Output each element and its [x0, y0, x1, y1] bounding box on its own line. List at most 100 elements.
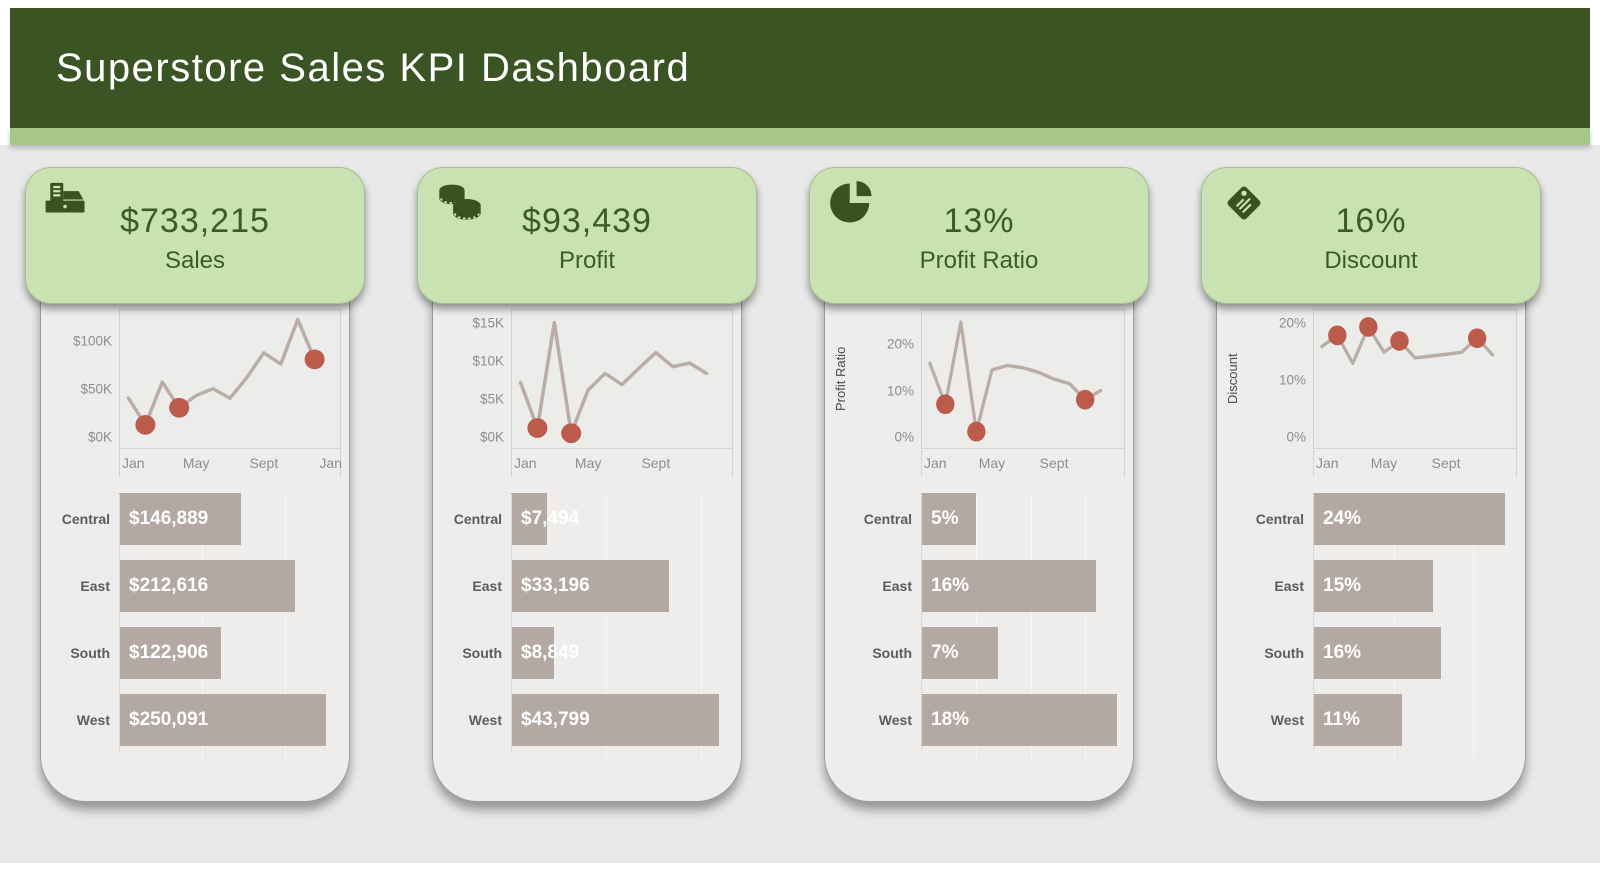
region-bar[interactable]: 11% [1314, 694, 1402, 746]
tag-icon [1218, 180, 1270, 226]
region-bar-row: South 16% [1264, 627, 1517, 679]
trend-line-chart: Profit Ratio 0% 10% 20% Jan May Sept [833, 309, 1125, 477]
region-label: South [462, 645, 502, 661]
region-bar[interactable]: $146,889 [120, 493, 242, 545]
bar-value-label: 11% [1323, 709, 1360, 730]
highlight-dot[interactable] [936, 394, 955, 415]
highlight-dot[interactable] [967, 421, 986, 442]
highlight-dot[interactable] [1359, 317, 1378, 337]
highlight-dot[interactable] [1390, 331, 1409, 351]
region-bar[interactable]: 24% [1314, 493, 1506, 545]
x-tick-label: Sept [249, 455, 279, 471]
kpi-header[interactable]: $93,439 Profit [417, 167, 757, 304]
x-tick-label: Sept [1039, 455, 1069, 471]
gridline [1393, 493, 1395, 759]
dashboard-header: Superstore Sales KPI Dashboard [10, 8, 1590, 128]
region-bar[interactable]: 18% [922, 694, 1118, 746]
y-tick-label: 0% [894, 429, 914, 445]
highlight-dot[interactable] [169, 397, 190, 418]
highlight-dot[interactable] [304, 349, 325, 370]
region-bar[interactable]: $33,196 [512, 560, 669, 612]
region-bar[interactable]: 16% [1314, 627, 1442, 679]
kpi-card-body: Discount 0% 10% 20% Jan May Sept Central 24% E… [1216, 294, 1526, 802]
region-bar[interactable]: $7,494 [512, 493, 579, 545]
region-bar-chart: Central $146,889 East $212,616 South $122,906… [62, 493, 341, 759]
region-label: East [1274, 578, 1304, 594]
region-bar[interactable]: $212,616 [120, 560, 296, 612]
kpi-card-body: $0K $50K $100K Jan May Sept Jan Central $146,8… [40, 294, 350, 802]
kpi-card: $93,439 Profit $0K $5K $10K $15K Jan May Sept… [417, 167, 757, 863]
region-bar-row: East $33,196 [472, 560, 733, 612]
x-tick-label: May [182, 455, 210, 471]
bar-value-label: 7% [931, 642, 959, 663]
line-plot[interactable] [921, 309, 1125, 449]
kpi-header[interactable]: $733,215 Sales [25, 167, 365, 304]
line-plot[interactable] [511, 309, 733, 449]
trend-line-chart: $0K $5K $10K $15K Jan May Sept [441, 309, 733, 477]
region-label: Central [1255, 511, 1304, 527]
bar-value-label: $8,849 [521, 642, 580, 663]
bar-gridlines [1314, 493, 1517, 759]
kpi-card-body: Profit Ratio 0% 10% 20% Jan May Sept Central… [824, 294, 1134, 802]
y-tick-label: 10% [886, 383, 914, 399]
region-label: South [70, 645, 110, 661]
line-plot[interactable] [119, 309, 341, 449]
highlight-dot[interactable] [135, 414, 156, 435]
bar-value-label: 5% [931, 508, 959, 529]
bar-value-label: $33,196 [521, 575, 590, 596]
region-bar[interactable]: $8,849 [512, 627, 579, 679]
region-bar-row: South $122,906 [70, 627, 341, 679]
region-bar-row: South $8,849 [462, 627, 733, 679]
region-bar-row: South 7% [872, 627, 1125, 679]
region-label: South [1264, 645, 1304, 661]
y-tick-label: $15K [472, 315, 504, 331]
region-bar-row: Central $7,494 [454, 493, 733, 545]
region-label: West [468, 712, 502, 728]
y-tick-label: $100K [72, 333, 112, 349]
region-bar[interactable]: $122,906 [120, 627, 222, 679]
bar-gridlines [120, 493, 341, 759]
region-bar-row: East $212,616 [80, 560, 341, 612]
y-tick-label: 10% [1278, 372, 1306, 388]
kpi-header[interactable]: 16% Discount [1201, 167, 1541, 304]
kpi-card: 16% Discount Discount 0% 10% 20% Jan May Sep… [1201, 167, 1541, 863]
highlight-dot[interactable] [1328, 325, 1347, 346]
region-bar[interactable]: 5% [922, 493, 977, 545]
region-label: Central [61, 511, 110, 527]
region-bar[interactable]: 7% [922, 627, 998, 679]
kpi-value: 16% [1335, 202, 1407, 240]
trend-line [928, 320, 1103, 434]
highlight-dot[interactable] [527, 418, 548, 438]
gridline [1030, 493, 1032, 759]
region-bar[interactable]: 15% [1314, 560, 1434, 612]
region-bar-row: Central 5% [864, 493, 1125, 545]
bar-gridlines [922, 493, 1125, 759]
region-bar[interactable]: $250,091 [120, 694, 327, 746]
highlight-dot[interactable] [561, 423, 582, 444]
region-bar-row: Central 24% [1256, 493, 1517, 545]
region-label: West [1270, 712, 1304, 728]
y-tick-label: $50K [80, 381, 112, 397]
kpi-header[interactable]: 13% Profit Ratio [809, 167, 1149, 304]
region-bar[interactable]: $43,799 [512, 694, 719, 746]
highlight-dot[interactable] [1075, 389, 1095, 410]
x-axis-ticks: Jan May Sept [1313, 449, 1517, 477]
trend-line [518, 320, 709, 435]
region-bar-chart: Central 24% East 15% South 16% West 11% [1256, 493, 1517, 759]
bar-value-label: 18% [931, 709, 970, 730]
x-tick-label: Jan [319, 455, 342, 471]
bar-value-label: $250,091 [129, 709, 209, 730]
y-axis-ticks: 0% 10% 20% [850, 309, 921, 449]
region-bar[interactable]: 16% [922, 560, 1096, 612]
gridline [1473, 493, 1475, 759]
x-axis-ticks: Jan May Sept [921, 449, 1125, 477]
x-axis-ticks: Jan May Sept [511, 449, 733, 477]
pie-chart-icon [826, 180, 878, 226]
kpi-label: Sales [164, 247, 226, 274]
line-plot[interactable] [1313, 309, 1517, 449]
bar-gridlines [512, 493, 733, 759]
region-label: South [872, 645, 912, 661]
plot-area: Jan May Sept [1313, 309, 1517, 477]
highlight-dot[interactable] [1467, 328, 1487, 349]
trend-line [1320, 325, 1495, 366]
